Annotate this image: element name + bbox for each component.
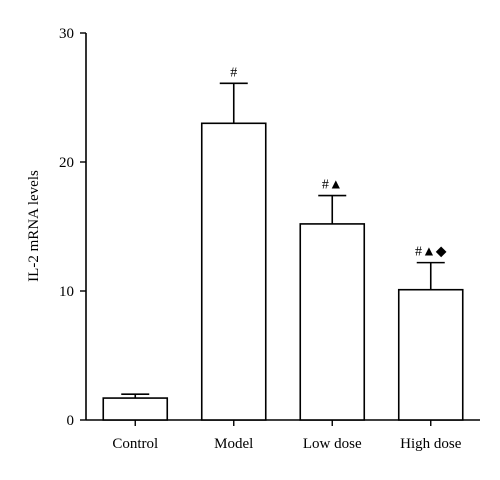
significance-annotation: #▲◆ (415, 245, 447, 260)
x-tick-label: Model (214, 436, 253, 452)
bar-control (102, 397, 169, 421)
x-tick-label: Control (112, 436, 158, 452)
y-tick-label: 0 (67, 413, 75, 429)
error-bars (121, 82, 445, 399)
y-tick-label: 20 (59, 155, 74, 171)
x-tick-label: Low dose (303, 436, 362, 452)
y-tick-label: 30 (59, 26, 74, 42)
y-ticks: 0 10 20 30 (59, 26, 86, 429)
x-tick-labels: Control Model Low dose High dose (112, 420, 462, 452)
y-axis-title: IL-2 mRNA levels (26, 170, 42, 282)
x-axis: Control Model Low dose High dose (86, 419, 480, 452)
x-tick-label: High dose (400, 436, 462, 452)
bar-high-dose (397, 288, 464, 421)
bar-model (200, 122, 267, 421)
significance-annotation: #▲ (322, 178, 343, 193)
y-axis: 0 10 20 30 (59, 26, 87, 429)
bars (102, 122, 464, 421)
y-tick-label: 10 (59, 284, 74, 300)
bar-low-dose (299, 223, 366, 421)
annotations: # #▲ #▲◆ (230, 65, 447, 259)
significance-annotation: # (230, 65, 237, 80)
